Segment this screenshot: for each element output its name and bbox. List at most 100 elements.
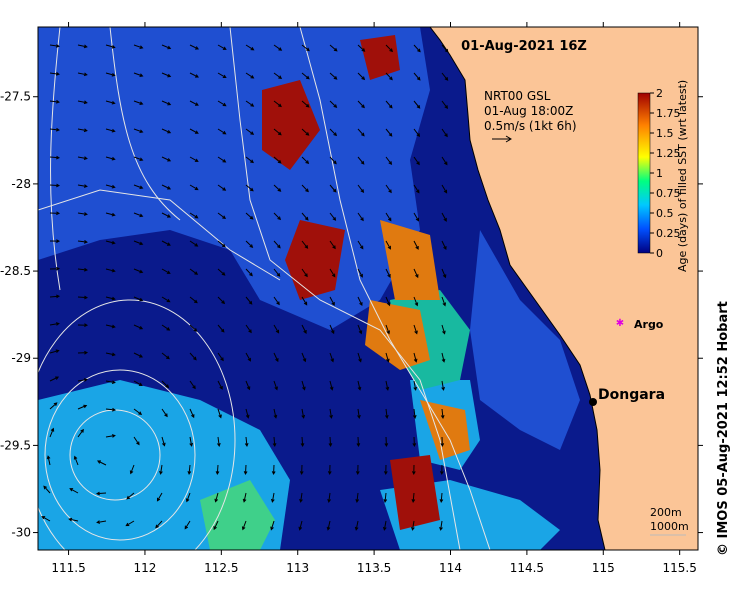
current-arrow xyxy=(156,492,163,502)
current-arrow xyxy=(300,436,305,448)
map-title: 01-Aug-2021 16Z xyxy=(461,39,587,54)
current-arrow xyxy=(384,436,389,448)
current-arrow xyxy=(49,44,60,48)
colorbar-tick-label: 0.75 xyxy=(656,187,681,200)
current-arrow xyxy=(301,268,308,278)
current-arrow xyxy=(77,212,88,216)
current-arrow xyxy=(161,44,172,50)
current-arrow xyxy=(385,296,391,307)
depth-legend-200m: 200m xyxy=(650,506,682,519)
current-arrow xyxy=(189,268,199,275)
place-markers: Dongara ✱ Argo xyxy=(589,318,665,406)
x-tick-label: 115.5 xyxy=(662,561,696,575)
current-arrow xyxy=(217,100,227,107)
current-arrow xyxy=(328,436,333,448)
x-tick-label: 114.5 xyxy=(510,561,544,575)
current-arrow xyxy=(243,464,248,476)
current-arrow xyxy=(413,240,419,250)
current-arrow xyxy=(273,240,281,249)
current-arrow xyxy=(95,491,107,496)
dongara-marker xyxy=(589,398,597,406)
current-arrow xyxy=(273,324,280,334)
x-tick-label: 114 xyxy=(439,561,462,575)
current-arrow xyxy=(273,128,282,136)
current-arrow xyxy=(69,488,79,494)
current-arrow xyxy=(329,212,337,221)
x-tick-label: 113 xyxy=(286,561,309,575)
x-tick-label: 111.5 xyxy=(51,561,85,575)
current-arrow xyxy=(329,324,335,335)
current-arrow xyxy=(189,436,194,447)
ocean-green-patch xyxy=(200,480,275,550)
current-arrow xyxy=(244,436,249,447)
argo-marker: ✱ xyxy=(616,318,624,329)
current-arrow xyxy=(245,100,255,107)
current-arrow xyxy=(385,380,390,391)
current-arrow xyxy=(217,128,227,135)
current-arrow xyxy=(133,296,144,302)
colorbar-ticks: 2 1.75 1.5 1.25 1 0.75 0.5 0.25 0 xyxy=(650,87,681,260)
y-tick-label: -30 xyxy=(11,526,31,540)
current-arrow xyxy=(329,268,336,278)
depth-legend: 200m 1000m xyxy=(650,506,689,536)
current-arrow xyxy=(73,455,79,466)
current-arrow xyxy=(133,44,144,49)
current-arrow xyxy=(161,324,171,331)
current-arrow xyxy=(329,240,336,250)
current-arrow xyxy=(49,99,60,104)
current-arrow xyxy=(357,352,362,363)
current-arrow xyxy=(385,100,393,109)
current-arrow xyxy=(301,72,310,80)
current-arrow xyxy=(161,128,172,134)
current-arrow xyxy=(217,240,226,248)
current-arrow xyxy=(298,520,303,531)
current-arrow xyxy=(301,352,307,363)
current-arrow xyxy=(189,212,199,219)
current-arrow xyxy=(125,520,135,527)
current-arrow xyxy=(77,378,88,382)
current-arrow xyxy=(245,352,251,362)
colorbar-tick-label: 1.75 xyxy=(656,107,681,120)
current-arrow xyxy=(133,212,144,218)
sst-red-patch-2 xyxy=(360,35,400,80)
current-arrow xyxy=(384,408,389,419)
current-arrow xyxy=(441,296,447,307)
x-tick-label: 112.5 xyxy=(204,561,238,575)
current-arrow xyxy=(357,128,365,137)
current-arrow xyxy=(217,212,227,220)
current-arrow xyxy=(105,100,116,105)
current-arrow xyxy=(273,380,278,391)
current-arrow xyxy=(357,380,362,391)
current-arrow xyxy=(161,296,171,303)
current-legend-line1: NRT00 GSL xyxy=(484,89,551,103)
colorbar-tick-label: 1.5 xyxy=(656,127,674,140)
current-arrow xyxy=(49,427,55,438)
current-arrow xyxy=(357,324,363,335)
current-arrow xyxy=(245,380,251,391)
current-arrow xyxy=(77,267,88,272)
current-arrow xyxy=(189,380,196,390)
current-arrow xyxy=(413,72,421,81)
current-arrow xyxy=(329,352,334,363)
map-plot-area xyxy=(38,27,698,550)
current-arrow xyxy=(441,72,449,81)
current-arrow xyxy=(273,184,282,192)
current-arrow xyxy=(245,296,253,305)
x-tick-label: 113.5 xyxy=(357,561,391,575)
current-arrow xyxy=(271,464,276,476)
current-arrow xyxy=(441,352,446,363)
current-arrow xyxy=(217,268,226,276)
current-arrow xyxy=(301,44,310,52)
current-arrow xyxy=(329,380,334,391)
land-mass xyxy=(429,27,698,550)
current-arrow xyxy=(77,240,88,244)
sst-orange-patch-1 xyxy=(365,300,430,370)
current-arrow xyxy=(413,324,418,335)
current-arrow xyxy=(217,408,222,419)
current-arrow xyxy=(385,352,390,363)
current-arrow xyxy=(129,464,135,475)
current-arrow xyxy=(357,72,366,81)
ocean-mid-region-east xyxy=(470,230,580,450)
current-arrow xyxy=(245,212,254,220)
